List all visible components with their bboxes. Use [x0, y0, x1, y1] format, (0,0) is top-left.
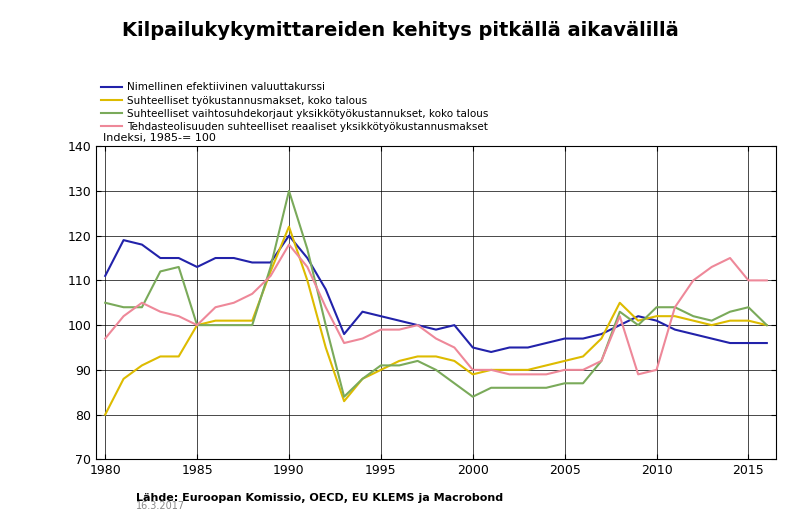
Text: Kilpailukykymittareiden kehitys pitkällä aikavälillä: Kilpailukykymittareiden kehitys pitkällä… — [122, 21, 678, 40]
Text: 16.3.2017: 16.3.2017 — [136, 501, 185, 511]
Text: Indeksi, 1985-= 100: Indeksi, 1985-= 100 — [102, 133, 216, 143]
Legend: Nimellinen efektiivinen valuuttakurssi, Suhteelliset työkustannusmakset, koko ta: Nimellinen efektiivinen valuuttakurssi, … — [102, 82, 489, 132]
Text: Lähde: Euroopan Komissio, OECD, EU KLEMS ja Macrobond: Lähde: Euroopan Komissio, OECD, EU KLEMS… — [136, 493, 503, 503]
